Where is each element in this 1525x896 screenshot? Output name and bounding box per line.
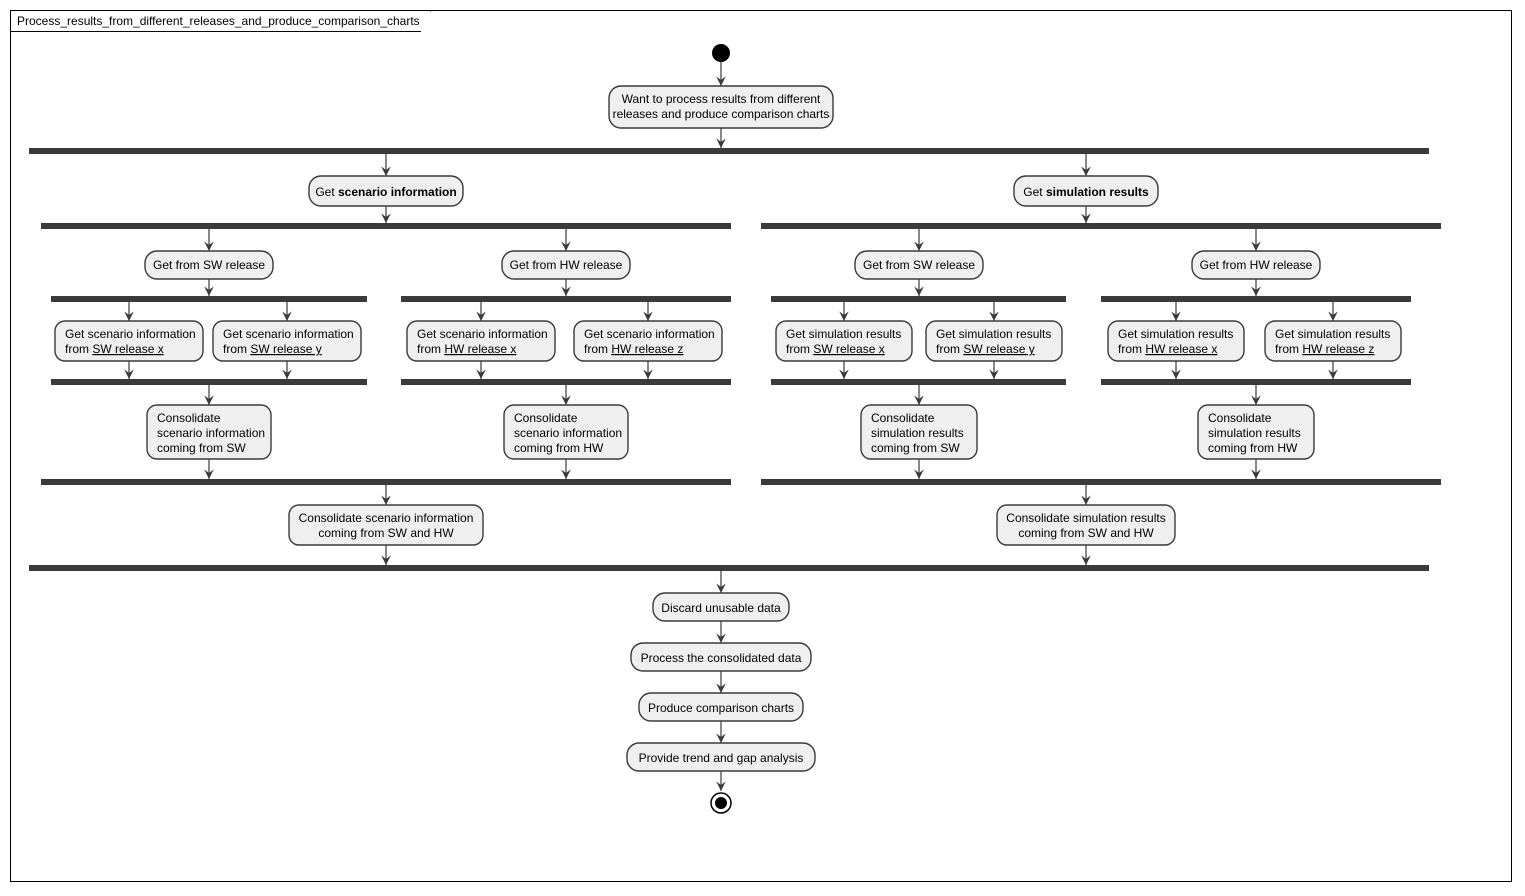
- text: coming from SW: [157, 441, 246, 455]
- fork-sim-sw: [771, 296, 1066, 302]
- text: Consolidate simulation results: [1006, 511, 1165, 525]
- text: Get scenario information: [223, 327, 354, 341]
- text: simulation results: [1208, 426, 1301, 440]
- text: Get simulation results: [1275, 327, 1390, 341]
- start-node: [712, 44, 730, 62]
- diagram-frame: Process_results_from_different_releases_…: [10, 10, 1512, 882]
- text: scenario information: [514, 426, 622, 440]
- text: from HW release z: [1275, 342, 1374, 356]
- text: coming from SW: [871, 441, 960, 455]
- text: Get scenario information: [417, 327, 548, 341]
- text: from SW release x: [65, 342, 164, 356]
- fork-scen-hw: [401, 296, 731, 302]
- text: releases and produce comparison charts: [613, 107, 830, 121]
- text: coming from SW and HW: [318, 526, 454, 540]
- fork-bar-simulation: [761, 223, 1441, 229]
- fork-bar-top: [29, 148, 1429, 154]
- text: Produce comparison charts: [648, 701, 794, 715]
- text: from SW release y: [223, 342, 322, 356]
- text: Get from HW release: [1200, 258, 1313, 272]
- join-sim-sw: [771, 379, 1066, 385]
- text: Get from SW release: [153, 258, 265, 272]
- text: Get simulation results: [1023, 185, 1149, 199]
- join-simulation: [761, 479, 1441, 485]
- text: Get simulation results: [936, 327, 1051, 341]
- activity-diagram: Want to process results from different r…: [11, 11, 1511, 881]
- text: Consolidate: [871, 411, 935, 425]
- join-scenario: [41, 479, 731, 485]
- text: coming from HW: [1208, 441, 1298, 455]
- text: Get from HW release: [510, 258, 623, 272]
- text: from HW release z: [584, 342, 683, 356]
- text: Consolidate: [514, 411, 578, 425]
- text: coming from HW: [514, 441, 604, 455]
- text: Get scenario information: [315, 185, 456, 199]
- text: Get scenario information: [65, 327, 196, 341]
- fork-bar-scenario: [41, 223, 731, 229]
- text: Get simulation results: [1118, 327, 1233, 341]
- fork-scen-sw: [51, 296, 367, 302]
- text: scenario information: [157, 426, 265, 440]
- fork-sim-hw: [1101, 296, 1411, 302]
- frame-title: Process_results_from_different_releases_…: [11, 11, 431, 32]
- text: Consolidate: [157, 411, 221, 425]
- text: Provide trend and gap analysis: [639, 751, 804, 765]
- text: from HW release x: [1118, 342, 1217, 356]
- join-sim-hw: [1101, 379, 1411, 385]
- text: Get from SW release: [863, 258, 975, 272]
- text: Want to process results from different: [622, 92, 821, 106]
- join-scen-sw: [51, 379, 367, 385]
- text: Process the consolidated data: [641, 651, 802, 665]
- text: from SW release y: [936, 342, 1035, 356]
- text: from HW release x: [417, 342, 516, 356]
- join-bar-top: [29, 565, 1429, 571]
- text: Consolidate: [1208, 411, 1272, 425]
- text: Get simulation results: [786, 327, 901, 341]
- join-scen-hw: [401, 379, 731, 385]
- text: Discard unusable data: [661, 601, 781, 615]
- text: simulation results: [871, 426, 964, 440]
- text: from SW release x: [786, 342, 885, 356]
- text: coming from SW and HW: [1018, 526, 1154, 540]
- text: Consolidate scenario information: [299, 511, 474, 525]
- text: Get scenario information: [584, 327, 715, 341]
